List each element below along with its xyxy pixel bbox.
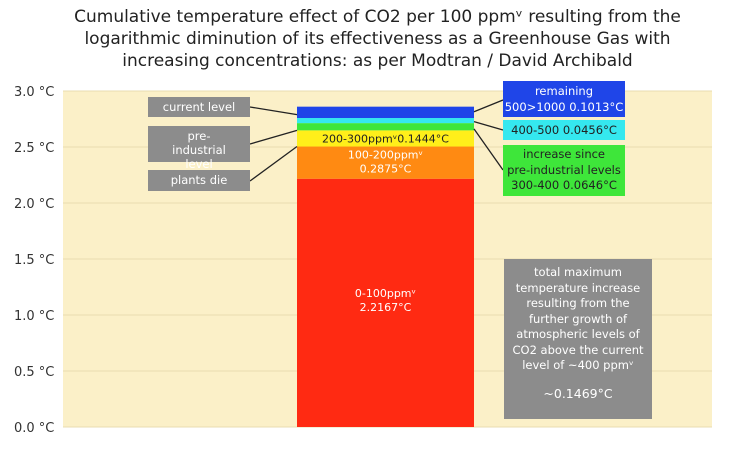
total-increase-box: total maximum temperature increase resul… xyxy=(504,259,652,419)
current-level-box: current level xyxy=(148,97,250,117)
total-line-7: level of ~400 ppmᵛ xyxy=(522,358,634,372)
bar-segment-300-400 xyxy=(297,123,474,131)
remaining-label: remaining xyxy=(534,84,594,98)
total-line-6: CO2 above the current xyxy=(512,342,644,357)
pre-industrial-label: pre-industrial level xyxy=(172,129,226,171)
bar-segment-label: 2.2167°C xyxy=(360,301,412,314)
increase-box: increase since pre-industrial levels 300… xyxy=(503,145,625,196)
connector-line xyxy=(473,99,504,113)
y-tick-label: 2.5 °C xyxy=(14,141,54,156)
total-line-2: temperature increase xyxy=(515,280,641,295)
y-tick-label: 0.5 °C xyxy=(14,365,54,380)
chart-title-line-1: Cumulative temperature effect of CO2 per… xyxy=(74,7,681,27)
connector-line xyxy=(249,146,298,182)
bar-segment-100-200 xyxy=(297,146,474,179)
connector-line xyxy=(473,121,504,131)
increase-line-1: increase since xyxy=(523,147,605,161)
increase-line-2: pre-industrial levels xyxy=(507,162,621,177)
bar-segment-0-100 xyxy=(297,178,474,427)
bar-segment-label: 100-200ppmᵛ xyxy=(348,149,423,162)
pre-industrial-box: pre-industrial level xyxy=(148,126,250,171)
bar-segment-500>1000 xyxy=(297,106,474,119)
y-tick-label: 0.0 °C xyxy=(14,421,54,436)
plants-die-box: plants die xyxy=(148,170,250,191)
connector-line xyxy=(473,128,504,171)
range-400-500-box: 400-500 0.0456°C xyxy=(503,120,625,140)
bar-segment-200-300 xyxy=(297,130,474,147)
total-line-5: atmospheric levels of xyxy=(516,327,640,341)
increase-line-3: 300-400 0.0646°C xyxy=(511,178,617,192)
remaining-box: remaining 500>1000 0.1013°C xyxy=(503,81,625,117)
y-tick-label: 1.5 °C xyxy=(14,253,54,268)
bar-segment-label: 0-100ppmᵛ xyxy=(355,287,416,300)
y-tick-label: 2.0 °C xyxy=(14,197,54,212)
y-axis-ticks: 0.0 °C 0.5 °C 1.0 °C 1.5 °C 2.0 °C 2.5 °C 3.0 … xyxy=(14,85,54,436)
chart-title-line-2: logarithmic diminution of its effectiven… xyxy=(84,29,671,49)
plants-die-label: plants die xyxy=(170,173,228,187)
current-level-label: current level xyxy=(162,100,236,114)
total-line-3: resulting from the xyxy=(526,296,630,310)
y-tick-label: 3.0 °C xyxy=(14,85,54,100)
bar-segment-label: 200-300ppmᵛ0.1444°C xyxy=(322,132,449,145)
y-tick-label: 1.0 °C xyxy=(14,309,54,324)
annotation-connectors xyxy=(249,99,504,182)
total-line-4: further growth of xyxy=(528,311,628,326)
bar-segment-label: 0.2875°C xyxy=(360,163,412,176)
range-400-500-label: 400-500 0.0456°C xyxy=(511,123,617,137)
chart-title-line-3: increasing concentrations: as per Modtra… xyxy=(122,51,633,71)
chart-title: Cumulative temperature effect of CO2 per… xyxy=(20,6,735,72)
connector-line xyxy=(249,106,298,116)
total-line-1: total maximum xyxy=(534,265,622,279)
total-value: ~0.1469°C xyxy=(543,385,613,401)
remaining-value: 500>1000 0.1013°C xyxy=(504,100,624,114)
bar-segment-400-500 xyxy=(297,118,474,124)
connector-line xyxy=(249,129,298,145)
